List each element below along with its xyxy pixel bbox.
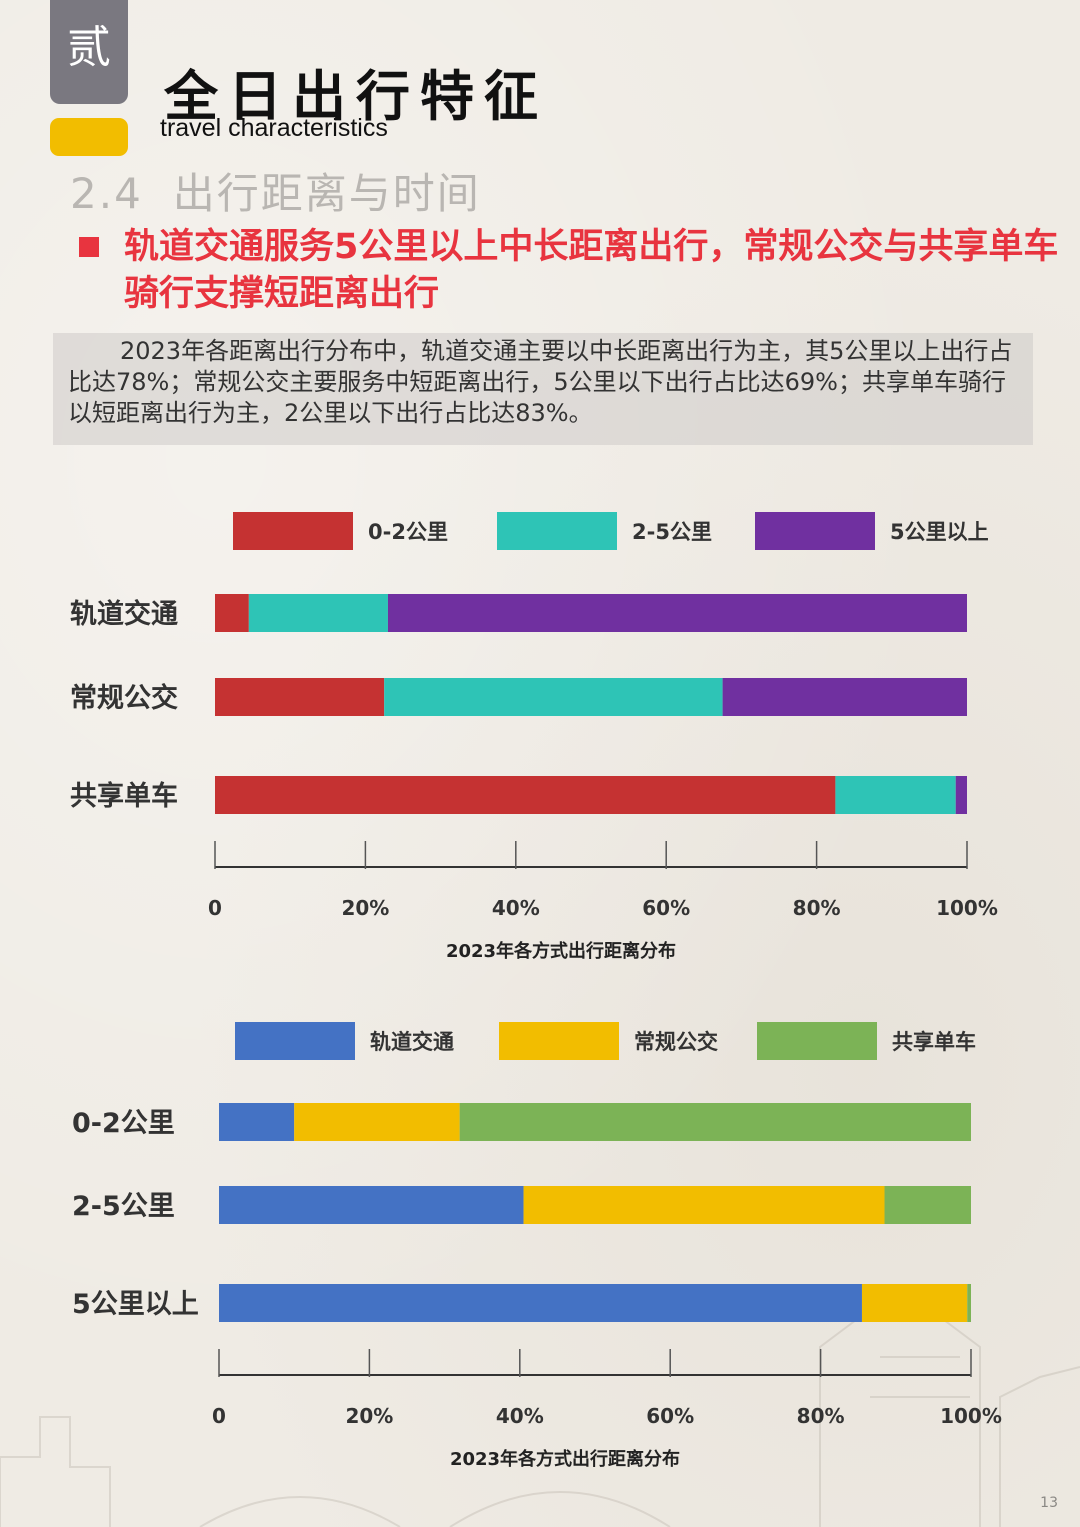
x-tick-label: 60% [642, 896, 690, 920]
chart-title: 2023年各方式出行距离分布 [446, 940, 676, 962]
bar-segment [955, 776, 967, 814]
x-tick-label: 0 [208, 896, 222, 920]
subsection-number: 2.4 [70, 169, 143, 218]
category-label: 0-2公里 [72, 1108, 175, 1139]
bar-segment [884, 1186, 971, 1224]
chart-distance-mode: 轨道交通 常规公交 共享单车 0-2公里 2-5公里 5公里以上 0 20% 40% 60% 80%… [72, 1022, 1002, 1470]
x-tick-label: 20% [341, 896, 389, 920]
legend-label: 0-2公里 [368, 520, 448, 544]
x-tick-label: 20% [345, 1404, 393, 1428]
category-label: 常规公交 [70, 682, 178, 714]
chart-title: 2023年各方式出行距离分布 [450, 1448, 680, 1470]
x-tick-label: 60% [646, 1404, 694, 1428]
x-tick-label: 100% [936, 896, 998, 920]
legend-swatch [499, 1022, 619, 1060]
bar-segment [248, 594, 388, 632]
skyline-decoration [0, 1285, 1080, 1527]
legend-label: 轨道交通 [370, 1030, 454, 1054]
bar-segment [294, 1103, 460, 1141]
bar-segment [967, 1284, 971, 1322]
bar-segment [215, 678, 385, 716]
legend-swatch [755, 512, 875, 550]
category-label: 2-5公里 [72, 1191, 175, 1222]
legend-label: 共享单车 [892, 1030, 976, 1054]
page-title: 全日出行特征 [164, 64, 548, 128]
category-label: 5公里以上 [72, 1289, 199, 1320]
legend-label: 常规公交 [634, 1030, 718, 1054]
x-tick-label: 80% [793, 896, 841, 920]
bar-segment [387, 594, 968, 632]
legend-swatch [235, 1022, 355, 1060]
x-tick-label: 40% [496, 1404, 544, 1428]
section-badge: 贰 [50, 0, 128, 104]
bar-segment [219, 1186, 524, 1224]
x-tick-label: 0 [212, 1404, 226, 1428]
page-title-en: travel characteristics [160, 114, 388, 142]
bar-segment [523, 1186, 885, 1224]
legend-swatch [497, 512, 617, 550]
bar-segment [384, 678, 723, 716]
x-tick-label: 100% [940, 1404, 1002, 1428]
category-label: 轨道交通 [70, 598, 178, 630]
bar-segment [835, 776, 956, 814]
bar-segment [459, 1103, 971, 1141]
legend-swatch [757, 1022, 877, 1060]
bar-segment [861, 1284, 968, 1322]
legend-swatch [233, 512, 353, 550]
x-tick-label: 40% [492, 896, 540, 920]
bar-segment [219, 1284, 862, 1322]
bar-segment [219, 1103, 295, 1141]
bar-segment [215, 776, 836, 814]
category-label: 共享单车 [70, 780, 178, 812]
page-number: 13 [1040, 1495, 1058, 1511]
headline: 轨道交通服务5公里以上中长距离出行，常规公交与共享单车骑行支撑短距离出行 [124, 227, 1059, 314]
bar-segment [215, 594, 249, 632]
subsection-heading: 2.4 出行距离与时间 [70, 160, 481, 221]
headline-bullet-icon [79, 237, 99, 257]
summary-text: 2023年各距离出行分布中，轨道交通主要以中长距离出行为主，其5公里以上出行占比… [68, 337, 1013, 427]
section-accent-pill [50, 118, 128, 156]
subsection-title: 出行距离与时间 [172, 169, 481, 218]
bar-segment [722, 678, 967, 716]
legend-label: 5公里以上 [890, 520, 989, 544]
legend-label: 2-5公里 [632, 520, 712, 544]
summary-box [53, 333, 1033, 445]
x-tick-label: 80% [797, 1404, 845, 1428]
